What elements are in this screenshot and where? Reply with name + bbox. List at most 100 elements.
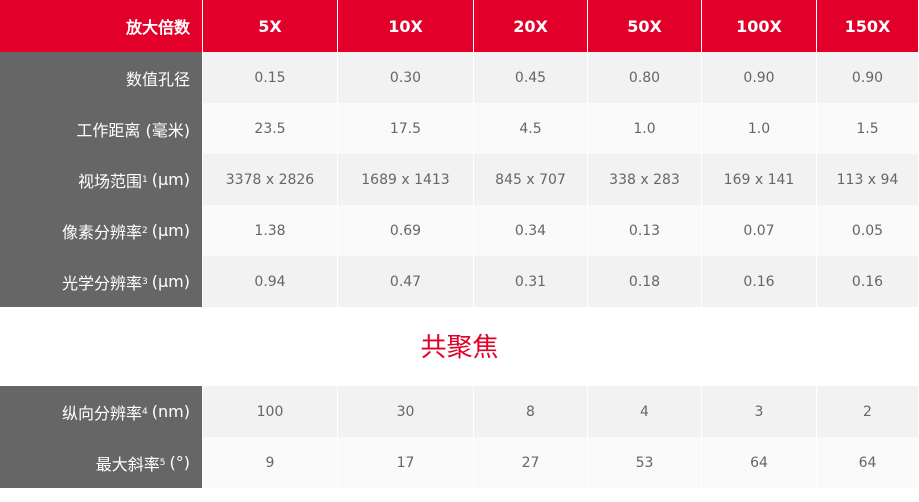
table-cell: 1.38 — [203, 205, 338, 256]
row-label: 工作距离 (毫米) — [76, 120, 190, 140]
table-cell: 169 x 141 — [702, 154, 817, 205]
cell-value: 30 — [396, 403, 415, 420]
table-cell: 64 — [817, 437, 919, 488]
table-cell: 100 — [203, 386, 338, 437]
table-cell: 0.07 — [702, 205, 817, 256]
row-label: 像素分辨率 — [62, 222, 143, 242]
table-cell: 1.0 — [702, 103, 817, 154]
cell-value: 0.80 — [628, 69, 661, 86]
column-label: 100X — [736, 16, 782, 36]
column-label: 50X — [627, 16, 662, 36]
cell-value: 9 — [265, 454, 275, 471]
table-cell: 9 — [203, 437, 338, 488]
row-label: 光学分辨率 — [62, 273, 143, 293]
cell-value: 64 — [750, 454, 768, 471]
table-cell: 0.31 — [474, 256, 588, 307]
header-cell: 20X — [474, 0, 588, 52]
cell-value: 53 — [635, 454, 654, 471]
header-cell: 放大倍数 — [0, 0, 203, 52]
cell-value: 17 — [396, 454, 415, 471]
cell-value: 113 x 94 — [836, 171, 899, 188]
cell-value: 0.69 — [389, 222, 422, 239]
cell-value: 0.90 — [743, 69, 775, 86]
table-cell: 0.16 — [817, 256, 919, 307]
column-label: 5X — [258, 16, 282, 36]
cell-value: 1.0 — [633, 120, 656, 137]
table-cell: 4 — [588, 386, 702, 437]
table-cell: 53 — [588, 437, 702, 488]
table-cell: 17 — [338, 437, 474, 488]
row-label-cell: 纵向分辨率 4 (nm) — [0, 386, 203, 437]
unit: (μm) — [151, 170, 190, 189]
cell-value: 0.30 — [389, 69, 422, 86]
cell-value: 0.45 — [514, 69, 547, 86]
table-cell: 23.5 — [203, 103, 338, 154]
footnote-ref: 4 — [142, 406, 148, 417]
cell-value: 3 — [754, 403, 764, 420]
table-cell: 338 x 283 — [588, 154, 702, 205]
cell-value: 8 — [526, 403, 535, 420]
header-cell: 50X — [588, 0, 702, 52]
cell-value: 17.5 — [389, 120, 422, 137]
cell-value: 338 x 283 — [609, 171, 680, 188]
table-cell: 0.15 — [203, 52, 338, 103]
section-title: 共聚焦 — [420, 333, 499, 363]
cell-value: 0.05 — [851, 222, 884, 239]
cell-value: 0.31 — [514, 273, 547, 290]
cell-value: 0.13 — [628, 222, 661, 239]
table-cell: 1.0 — [588, 103, 702, 154]
unit: (μm) — [151, 272, 190, 291]
table-cell: 0.90 — [702, 52, 817, 103]
header-cell: 100X — [702, 0, 817, 52]
cell-value: 169 x 141 — [723, 171, 795, 188]
cell-value: 0.47 — [389, 273, 422, 290]
unit: (nm) — [151, 402, 190, 421]
table-cell: 3378 x 2826 — [203, 154, 338, 205]
unit: (μm) — [151, 221, 190, 240]
cell-value: 845 x 707 — [495, 171, 566, 188]
table-cell: 0.13 — [588, 205, 702, 256]
cell-value: 27 — [521, 454, 540, 471]
cell-value: 1.0 — [747, 120, 771, 137]
table-cell: 845 x 707 — [474, 154, 588, 205]
table-cell: 0.30 — [338, 52, 474, 103]
row-label-cell: 像素分辨率 2 (μm) — [0, 205, 203, 256]
header-cell: 150X — [817, 0, 919, 52]
table-cell: 3 — [702, 386, 817, 437]
table-cell: 0.18 — [588, 256, 702, 307]
table-cell: 17.5 — [338, 103, 474, 154]
cell-value: 0.15 — [254, 69, 286, 86]
footnote-ref: 1 — [142, 174, 148, 185]
table-cell: 0.94 — [203, 256, 338, 307]
header-cell: 5X — [203, 0, 338, 52]
header-cell: 10X — [338, 0, 474, 52]
table-cell: 8 — [474, 386, 588, 437]
cell-value: 1689 x 1413 — [361, 171, 450, 188]
cell-value: 64 — [858, 454, 877, 471]
row-label: 纵向分辨率 — [62, 403, 143, 423]
cell-value: 0.94 — [254, 273, 286, 290]
table-cell: 0.69 — [338, 205, 474, 256]
cell-value: 0.34 — [514, 222, 547, 239]
table-cell: 27 — [474, 437, 588, 488]
row-label: 视场范围 — [78, 171, 143, 191]
cell-value: 2 — [863, 403, 872, 420]
row-label-cell: 视场范围 1 (μm) — [0, 154, 203, 205]
table-cell: 1.5 — [817, 103, 919, 154]
table-cell: 2 — [817, 386, 919, 437]
cell-value: 0.90 — [851, 69, 884, 86]
table-cell: 4.5 — [474, 103, 588, 154]
table-cell: 0.05 — [817, 205, 919, 256]
row-label: 数值孔径 — [125, 69, 190, 89]
table-cell: 0.47 — [338, 256, 474, 307]
row-label: 最大斜率 — [95, 454, 160, 474]
unit: (°) — [169, 453, 190, 472]
cell-value: 23.5 — [254, 120, 286, 137]
row-label-cell: 最大斜率 5 (°) — [0, 437, 203, 488]
table-cell: 0.45 — [474, 52, 588, 103]
cell-value: 0.16 — [743, 273, 775, 290]
cell-value: 0.16 — [851, 273, 884, 290]
cell-value: 100 — [256, 403, 284, 420]
header-label: 放大倍数 — [125, 18, 190, 37]
